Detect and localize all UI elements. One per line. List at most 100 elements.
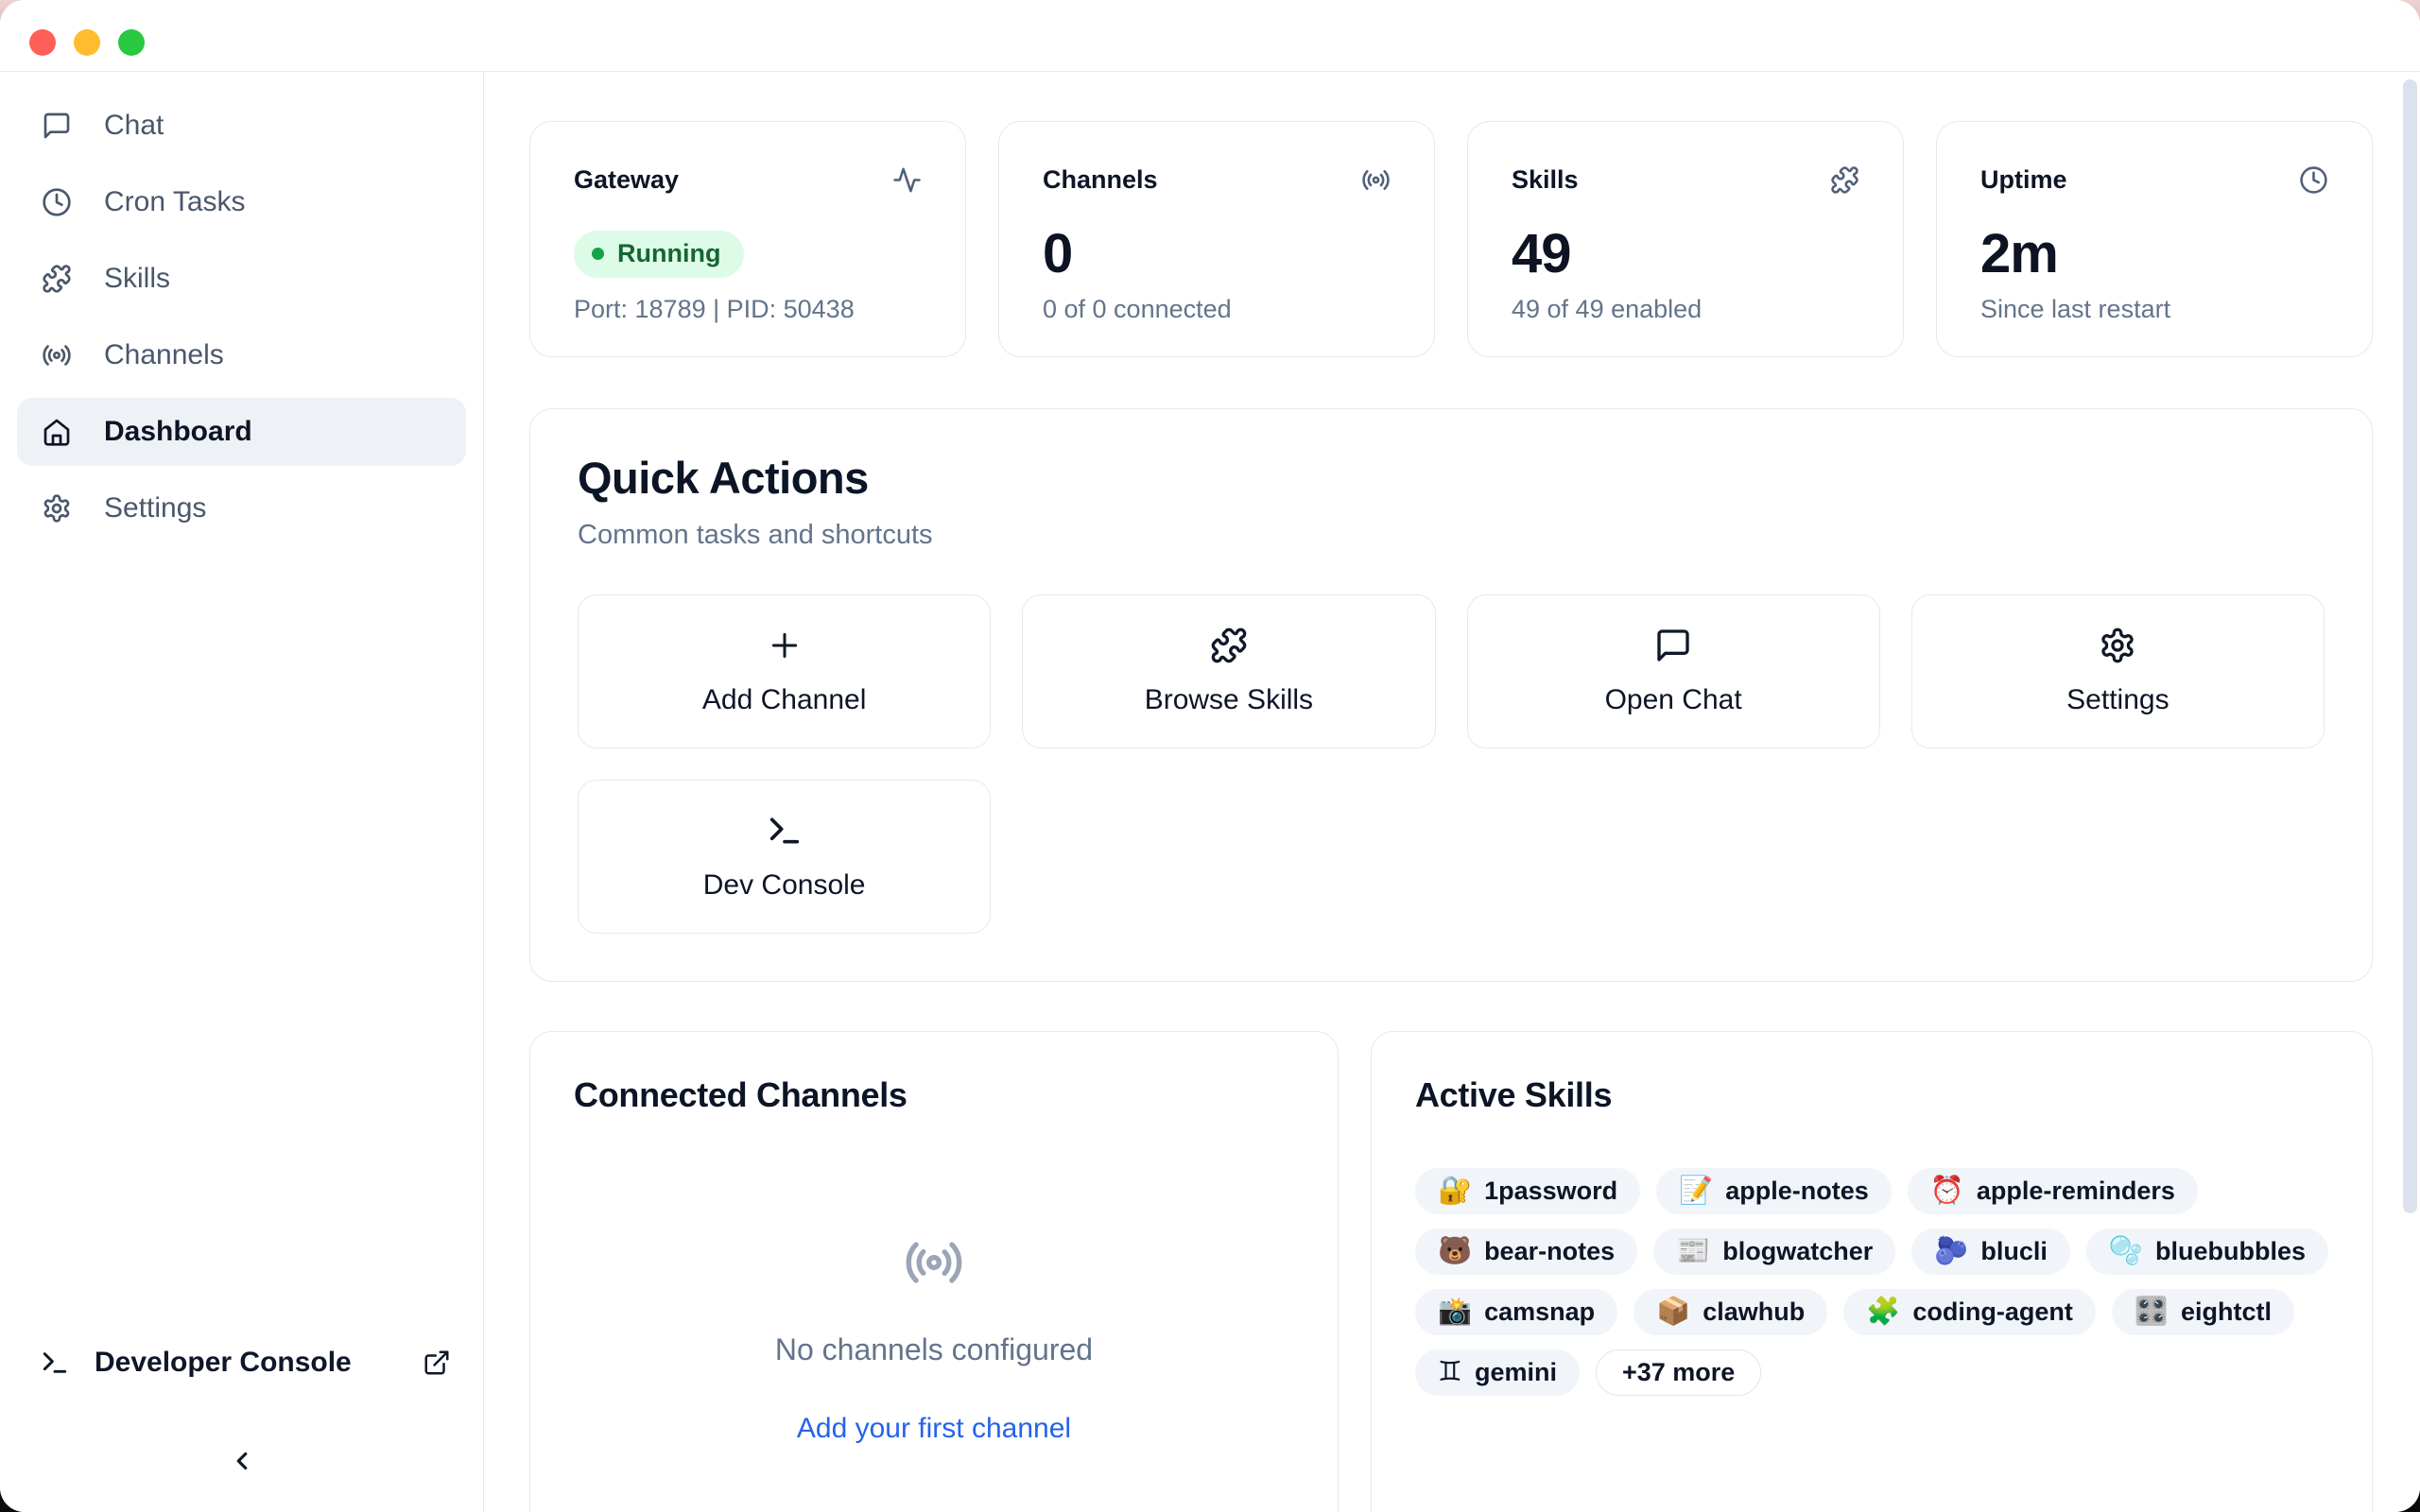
puzzle-icon [1211,627,1247,663]
minimize-button[interactable] [74,29,100,56]
chat-icon [1657,629,1689,662]
skill-emoji-icon: ⏰ [1929,1176,1964,1207]
skill-pill: 📦 clawhub [1634,1289,1828,1336]
skill-pill: 📰 blogwatcher [1653,1228,1896,1276]
skill-emoji-icon: ♊ [1437,1357,1462,1388]
active-skills-title: Active Skills [1414,1075,1613,1115]
developer-console-link[interactable]: Developer Console [17,1336,466,1389]
radio-icon [904,1232,964,1293]
sidebar-item-chat[interactable]: Chat [17,92,466,160]
skill-pill: 🧩 coding-agent [1843,1289,2096,1336]
window-controls [29,29,145,56]
sidebar-item-label: Skills [104,263,171,294]
zoom-button[interactable] [118,29,145,56]
dev-console-button[interactable]: Dev Console [578,780,992,935]
sidebar-item-label: Cron Tasks [104,186,246,217]
channels-empty-state: No channels configured Add your first ch… [574,1232,1294,1445]
terminal-icon [43,1352,67,1373]
quick-actions-subtitle: Common tasks and shortcuts [578,520,933,551]
open-chat-button[interactable]: Open Chat [1466,594,1880,749]
more-skills-button[interactable]: +37 more [1595,1349,1762,1397]
radio-icon [1362,170,1390,190]
sidebar-item-label: Settings [104,492,207,524]
chevron-left-icon [236,1452,247,1470]
puzzle-icon [1831,166,1858,194]
stat-card-uptime: Uptime 2m Since last restart [1936,121,2373,357]
sidebar-item-label: Channels [104,339,224,370]
skill-emoji-icon: 📰 [1676,1236,1711,1267]
quick-actions-title: Quick Actions [578,453,869,503]
skill-pill: 🐻 bear-notes [1414,1228,1638,1276]
skill-emoji-icon: 🐻 [1437,1236,1473,1267]
stat-card-gateway: Gateway Running Port: 18789 | PID: 50438 [529,121,966,357]
stat-detail: Since last restart [1980,295,2171,323]
skill-emoji-icon: 🧩 [1866,1297,1901,1328]
skill-pill: 🫐 blucli [1911,1228,2070,1276]
sidebar: Chat Cron Tasks Skills Channels Dashboar… [0,72,484,1512]
empty-message: No channels configured [774,1332,1094,1367]
skill-emoji-icon: 🎛️ [2134,1297,2169,1328]
stat-title: Channels [1043,165,1158,194]
skill-emoji-icon: 🫐 [1934,1236,1969,1267]
skill-emoji-icon: 🔐 [1437,1176,1473,1207]
titlebar [0,0,2420,72]
stat-value: 2m [1980,223,2059,284]
radio-icon [43,345,71,366]
puzzle-icon [43,265,71,293]
sidebar-item-label: Chat [104,110,164,141]
stat-detail: 49 of 49 enabled [1512,295,1703,323]
sidebar-item-skills[interactable]: Skills [17,245,466,313]
plus-icon [771,632,797,659]
stats-row: Gateway Running Port: 18789 | PID: 50438… [529,121,2373,357]
status-badge: Running [574,231,745,278]
stat-value: 49 [1512,223,1572,284]
skill-emoji-icon: 📸 [1437,1297,1473,1328]
skill-pill: 🎛️ eightctl [2111,1289,2294,1336]
connected-channels-card: Connected Channels No channels configure… [529,1031,1339,1512]
browse-skills-button[interactable]: Browse Skills [1022,594,1436,749]
sidebar-collapse-button[interactable] [216,1438,268,1484]
skill-emoji-icon: 🫧 [2108,1236,2143,1267]
sidebar-item-label: Dashboard [104,416,252,447]
sidebar-item-channels[interactable]: Channels [17,321,466,389]
stat-detail: Port: 18789 | PID: 50438 [574,295,855,323]
stat-detail: 0 of 0 connected [1043,295,1232,323]
stat-card-skills: Skills 49 49 of 49 enabled [1467,121,1904,357]
home-icon [43,419,70,446]
sidebar-item-dashboard[interactable]: Dashboard [17,398,466,466]
activity-icon [893,167,921,193]
add-first-channel-link[interactable]: Add your first channel [796,1413,1072,1445]
skills-pill-list: 🔐 1password 📝 apple-notes ⏰ apple-reminders… [1414,1168,2328,1397]
external-link-icon[interactable] [423,1349,451,1377]
stat-card-channels: Channels 0 0 of 0 connected [998,121,1435,357]
skill-pill: ♊ gemini [1414,1349,1580,1397]
vertical-scrollbar[interactable] [2403,79,2417,1213]
sidebar-nav: Chat Cron Tasks Skills Channels Dashboar… [17,92,466,1336]
skill-emoji-icon: 📦 [1656,1297,1691,1328]
clock-icon [43,188,71,216]
active-skills-card: Active Skills 🔐 1password 📝 apple-notes ⏰ a… [1370,1031,2373,1512]
stat-title: Skills [1512,165,1579,194]
sidebar-item-settings[interactable]: Settings [17,474,466,542]
gear-icon [2101,627,2135,663]
skill-pill: 🔐 1password [1414,1168,1641,1215]
status-dot-icon [592,248,604,260]
settings-button[interactable]: Settings [1910,594,2325,749]
skill-pill: 📝 apple-notes [1656,1168,1892,1215]
developer-console-label: Developer Console [95,1347,352,1378]
quick-actions-grid: Add Channel Browse Skills Open Chat Sett… [578,594,2325,935]
gear-icon [43,494,70,523]
main-content: Gateway Running Port: 18789 | PID: 50438… [484,72,2420,1512]
stat-value: 0 [1043,223,1073,284]
quick-actions-card: Quick Actions Common tasks and shortcuts… [529,408,2373,983]
stat-title: Gateway [574,165,680,194]
clock-icon [2300,166,2327,194]
skill-pill: 🫧 bluebubbles [2085,1228,2328,1276]
connected-channels-title: Connected Channels [574,1075,908,1115]
terminal-icon [769,817,799,844]
sidebar-item-cron-tasks[interactable]: Cron Tasks [17,168,466,236]
close-button[interactable] [29,29,56,56]
skill-pill: ⏰ apple-reminders [1907,1168,2198,1215]
add-channel-button[interactable]: Add Channel [578,594,992,749]
